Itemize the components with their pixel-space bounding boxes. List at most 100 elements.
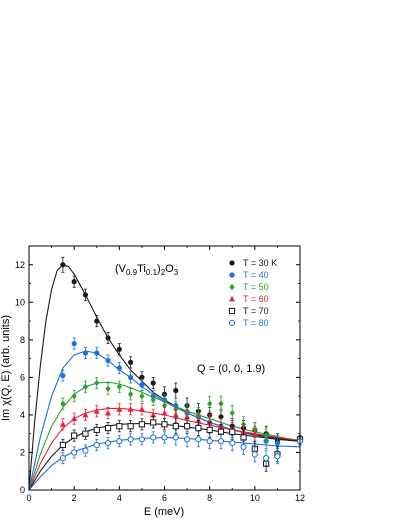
data-point [183,423,191,430]
data-point [195,436,202,443]
data-point [150,380,156,386]
data-point [207,400,213,407]
y-axis-label: Im χ(Q, E) (arb. units) [0,315,12,421]
legend-item: T = 40 [229,270,269,280]
x-tick-label: 0 [26,493,31,503]
data-point [139,374,145,380]
legend-label: T = 70 [243,306,269,316]
data-point [105,357,111,364]
data-point [59,454,66,462]
data-point [82,292,89,298]
x-tick-label: 6 [162,493,167,503]
x-axis-label: E (meV) [144,506,184,518]
data-point [172,423,179,430]
data-point [82,350,89,356]
data-point [251,451,258,458]
data-point [138,406,145,412]
data-point [274,453,281,460]
data-point [71,415,78,422]
data-point [71,341,77,347]
data-point [105,409,112,416]
legend-marker [229,260,235,266]
data-point [93,426,100,434]
data-point [172,411,179,418]
data-point [127,436,134,443]
axis-ticks: 0 2 4 6 8 10 12 0 2 4 6 8 10 12 [15,246,305,503]
data-point [71,432,78,439]
fit-curve-t-60 [28,407,301,491]
legend-marker [229,295,235,302]
data-point [127,423,134,430]
legend-marker [228,319,236,327]
data-point [116,438,123,445]
data-point [60,372,66,379]
data-point [94,379,100,387]
legend-marker [229,283,235,291]
legend-item: T = 50 [229,282,269,292]
data-point [105,385,111,392]
data-point [183,436,191,443]
data-point [263,454,270,462]
fit-curve-t-50 [28,381,301,491]
data-point [206,438,213,445]
data-point [71,392,77,400]
data-point [82,383,89,390]
data-point [94,318,100,324]
legend-label: T = 30 K [243,258,277,268]
data-point [139,382,145,388]
data-point [94,350,100,356]
y-tick-label: 0 [20,485,25,495]
legend-item: T = 80 [228,318,269,328]
legend-item: T = 70 [228,306,269,316]
data-point [150,419,157,426]
data-point [82,411,89,418]
formula-annotation: (V0.9Ti0.1)2O3 [115,263,179,277]
x-tick-label: 4 [117,493,122,503]
legend-label: T = 40 [243,270,269,280]
data-point [128,359,134,365]
x-tick-label: 12 [295,493,305,503]
y-tick-label: 2 [20,447,25,457]
data-point [82,447,89,454]
data-point [104,424,112,432]
x-tick-label: 10 [250,493,260,503]
q-annotation: Q = (0, 0, 1.9) [197,363,265,375]
data-point [229,409,235,417]
data-point [150,396,156,404]
legend: T = 30 K T = 40 T = 50 T = 60 T = 70 T = 80 [228,258,277,328]
data-point [251,430,258,437]
data-point [161,409,168,416]
data-point [139,392,145,400]
legend-item: T = 30 K [229,258,277,268]
legend-marker [228,307,236,315]
data-point [274,440,281,446]
data-point [229,428,236,435]
data-points [59,256,304,472]
data-point [240,443,247,450]
data-point [60,400,66,407]
y-tick-label: 12 [15,260,25,270]
data-point [161,434,168,441]
data-point [71,449,78,456]
data-point [127,406,134,412]
series-t-80 [59,429,304,467]
data-point [150,411,157,418]
data-point [93,441,100,449]
legend-label: T = 60 [243,294,269,304]
legend-label: T = 80 [243,318,269,328]
data-point [161,421,168,428]
series-t-70 [59,416,304,472]
data-point [218,400,224,407]
data-point [128,391,134,398]
y-tick-label: 10 [15,297,25,307]
x-tick-label: 8 [207,493,212,503]
data-point [116,383,122,390]
legend-label: T = 50 [243,282,269,292]
data-point [229,439,236,447]
data-point [184,413,191,420]
data-point [82,430,89,437]
data-point [217,438,225,445]
data-point [60,262,66,268]
